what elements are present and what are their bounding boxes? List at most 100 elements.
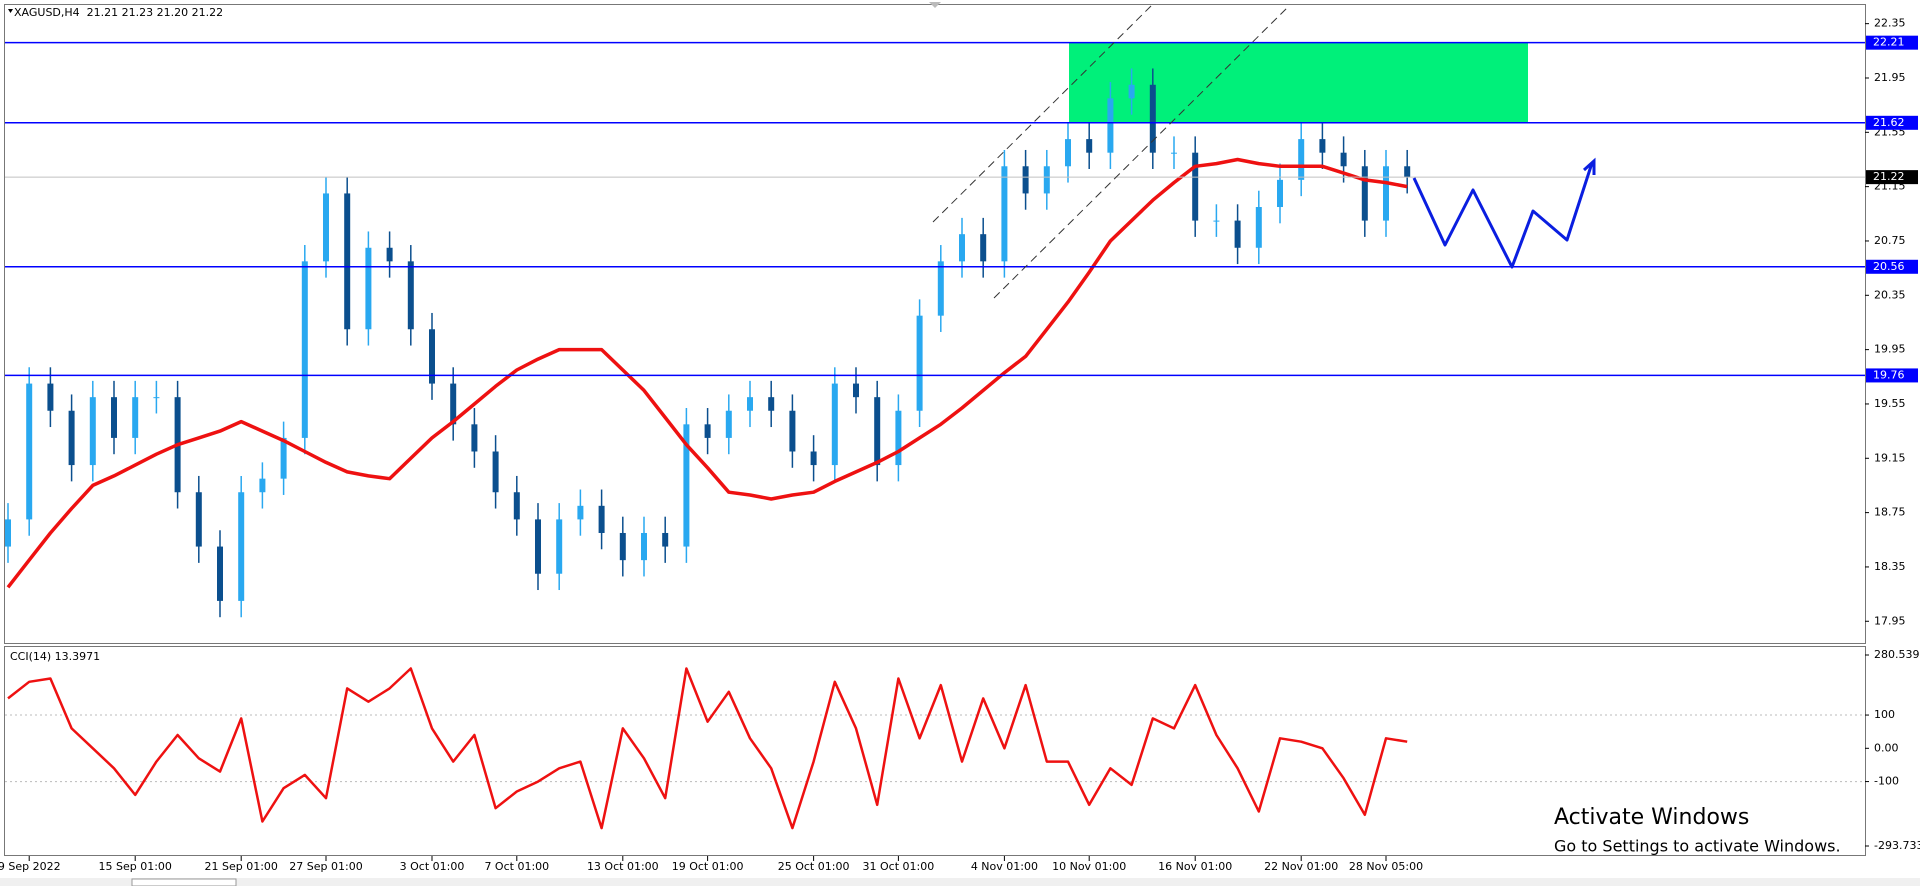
menu-caret: [8, 9, 13, 13]
candle-body: [1340, 152, 1347, 167]
candle-body: [556, 519, 563, 574]
candle-body: [89, 397, 96, 466]
candle-body: [1128, 84, 1135, 99]
candle-body: [492, 451, 499, 493]
candle-body: [1192, 152, 1199, 221]
y-tick-label: 21.95: [1874, 71, 1906, 84]
candle-body: [47, 383, 54, 411]
y-tick-label: 100: [1874, 708, 1895, 721]
candle-body: [959, 234, 965, 262]
y-tick-label: 280.539: [1874, 648, 1920, 661]
candle-body: [619, 532, 626, 561]
candle-body: [683, 424, 690, 547]
x-tick-label: 10 Nov 01:00: [1052, 860, 1126, 873]
cci-panel-frame: [4, 646, 1866, 856]
candle-body: [217, 546, 223, 601]
moving-average: [6, 157, 1408, 589]
y-tick-label: 20.75: [1874, 234, 1906, 247]
x-tick-label: 9 Sep 2022: [0, 860, 61, 873]
x-tick-label: 22 Nov 01:00: [1264, 860, 1338, 873]
candle-body: [365, 247, 372, 330]
candle-body: [1149, 84, 1156, 153]
candle-body: [301, 261, 308, 438]
candle-body: [768, 397, 775, 411]
candle-body: [407, 261, 414, 330]
candle-body: [1086, 139, 1093, 153]
scrollbar: [0, 878, 1920, 886]
y-tick-label: 18.75: [1874, 506, 1906, 519]
x-tick-label: 25 Oct 01:00: [778, 860, 850, 873]
target-zone: [1069, 42, 1528, 123]
channel-line: [993, 5, 1290, 299]
candle-body: [789, 410, 796, 452]
candle-body: [513, 492, 520, 520]
candle-body: [471, 424, 478, 452]
candle-body: [386, 247, 393, 262]
last-price-tag: [1866, 170, 1918, 185]
candle-body: [280, 437, 287, 479]
candle-body: [641, 532, 647, 561]
candle-body: [1001, 166, 1008, 262]
y-tick-label: 19.55: [1874, 397, 1906, 410]
level-label: 20.56: [1873, 260, 1905, 273]
candle-body: [1383, 166, 1389, 221]
candle-body: [535, 519, 541, 574]
level-label: 19.76: [1873, 368, 1905, 381]
level-tag: [1866, 368, 1918, 383]
candle-body: [1234, 220, 1241, 248]
candle-body: [1361, 166, 1368, 221]
candle-body: [1404, 166, 1411, 178]
chart-title: XAGUSD,H4 21.21 21.23 21.20 21.22: [14, 6, 223, 19]
scrollbar-tab: [131, 878, 237, 886]
candle-body: [259, 478, 266, 493]
level-tag: [1866, 35, 1918, 50]
candle-body: [1171, 152, 1177, 154]
candle-body: [980, 234, 987, 262]
x-tick-label: 3 Oct 01:00: [400, 860, 465, 873]
candle-body: [662, 532, 669, 547]
x-tick-label: 15 Sep 01:00: [98, 860, 171, 873]
forecast-path: [1412, 162, 1594, 269]
candle-body: [1022, 166, 1029, 194]
candle-body: [68, 410, 75, 466]
candle-body: [810, 451, 817, 466]
candle-body: [704, 424, 711, 438]
candle-body: [874, 397, 881, 466]
candle-body: [238, 492, 245, 601]
y-tick-label: -293.733: [1874, 839, 1920, 852]
candle-body: [598, 505, 605, 533]
candle-body: [450, 383, 457, 425]
last-price-label: 21.22: [1873, 170, 1905, 183]
level-label: 22.21: [1873, 36, 1905, 49]
candle-body: [725, 410, 732, 438]
watermark-title: Activate Windows: [1554, 805, 1749, 830]
x-tick-label: 7 Oct 01:00: [484, 860, 549, 873]
candle-body: [916, 315, 923, 411]
x-tick-label: 28 Nov 05:00: [1349, 860, 1423, 873]
candle-body: [831, 383, 838, 466]
x-tick-label: 13 Oct 01:00: [587, 860, 659, 873]
candle-body: [853, 383, 859, 398]
level-tag: [1866, 259, 1918, 274]
candle-body: [747, 397, 753, 411]
x-tick-label: 21 Sep 01:00: [204, 860, 277, 873]
candle-body: [1319, 139, 1326, 153]
x-tick-label: 27 Sep 01:00: [289, 860, 362, 873]
x-tick-label: 16 Nov 01:00: [1158, 860, 1232, 873]
x-tick-label: 4 Nov 01:00: [971, 860, 1038, 873]
indicator-title: CCI(14) 13.3971: [10, 650, 100, 663]
y-tick-label: -100: [1874, 775, 1899, 788]
candle-body: [1277, 179, 1283, 208]
level-label: 21.62: [1873, 116, 1905, 129]
candle-body: [429, 329, 435, 384]
dropdown-caret: [929, 2, 941, 8]
candle-body: [26, 383, 33, 520]
y-tick-label: 18.35: [1874, 560, 1906, 573]
x-tick-label: 19 Oct 01:00: [672, 860, 744, 873]
y-tick-label: 19.95: [1874, 343, 1906, 356]
y-tick-label: 19.15: [1874, 451, 1906, 464]
forecast-arrow: [1582, 157, 1596, 175]
level-tag: [1866, 115, 1918, 130]
